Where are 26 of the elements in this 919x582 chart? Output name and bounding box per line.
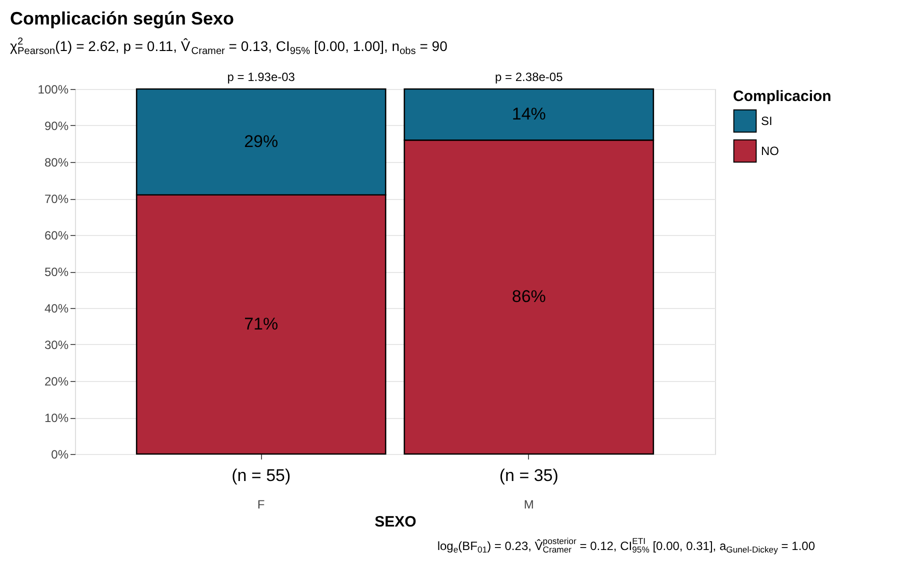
y-tick-label: 70% — [44, 192, 69, 206]
chart-title: Complicación según Sexo — [10, 8, 234, 28]
y-tick-label: 30% — [44, 338, 69, 352]
x-axis-title: SEXO — [374, 514, 417, 530]
y-tick-label: 60% — [44, 228, 69, 242]
annotation: p = 1.93e-03 — [227, 70, 296, 84]
y-tick-label: 40% — [44, 302, 69, 316]
y-tick-label: 90% — [44, 119, 69, 133]
y-tick-label: 20% — [44, 374, 69, 388]
legend-title: Complicacion — [733, 88, 832, 105]
annotation: p = 2.38e-05 — [495, 70, 564, 84]
y-tick-label: 100% — [38, 82, 69, 96]
y-tick-label: 10% — [44, 411, 69, 425]
legend-label: SI — [761, 114, 772, 128]
data-label: 71% — [244, 314, 278, 334]
x-tick-label: F — [257, 498, 265, 512]
legend-label: NO — [761, 144, 779, 158]
data-label: 14% — [512, 104, 546, 124]
annotation: (n = 35) — [499, 466, 558, 485]
y-tick-label: 80% — [44, 156, 69, 170]
x-tick-label: M — [524, 498, 534, 512]
y-tick-label: 0% — [51, 448, 69, 462]
data-label: 29% — [244, 132, 278, 151]
annotation: (n = 55) — [232, 466, 291, 485]
data-label: 86% — [512, 287, 546, 306]
y-tick-label: 50% — [44, 265, 69, 279]
